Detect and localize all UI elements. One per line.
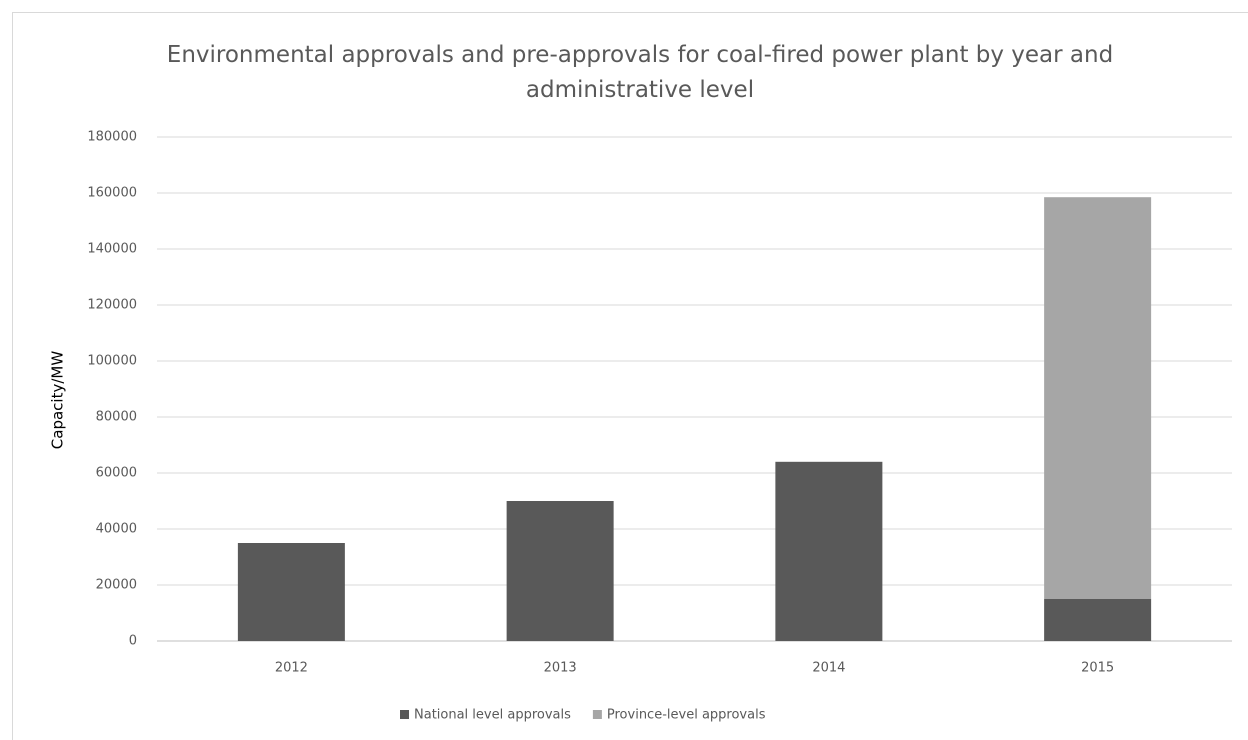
bar-segment bbox=[237, 543, 345, 641]
y-tick-label: 0 bbox=[129, 634, 137, 649]
x-tick-label: 2015 bbox=[1081, 661, 1114, 676]
chart-title: Environmental approvals and pre-approval… bbox=[166, 42, 1114, 103]
y-tick-label: 160000 bbox=[87, 186, 137, 201]
y-tick-label: 120000 bbox=[87, 298, 137, 313]
y-tick-label: 40000 bbox=[96, 522, 137, 537]
y-tick-label: 180000 bbox=[87, 130, 137, 145]
x-tick-label: 2013 bbox=[544, 661, 577, 676]
bar-segment bbox=[1044, 197, 1152, 599]
x-tick-label: 2012 bbox=[275, 661, 308, 676]
x-tick-label: 2014 bbox=[812, 661, 845, 676]
bar-segment bbox=[775, 461, 883, 641]
y-tick-label: 20000 bbox=[96, 578, 137, 593]
chart-border bbox=[12, 12, 1248, 740]
y-axis-label: Capacity/MW bbox=[49, 351, 67, 450]
bar-segment bbox=[506, 501, 614, 641]
y-tick-label: 80000 bbox=[96, 410, 137, 425]
legend-swatch bbox=[592, 710, 602, 719]
legend-swatch bbox=[400, 710, 409, 719]
y-tick-label: 100000 bbox=[87, 354, 137, 369]
legend-label: Province-level approvals bbox=[607, 708, 766, 723]
y-tick-label: 60000 bbox=[96, 466, 137, 481]
bar-segment bbox=[1044, 599, 1152, 641]
legend-label: National level approvals bbox=[414, 708, 571, 723]
y-tick-label: 140000 bbox=[87, 242, 137, 257]
